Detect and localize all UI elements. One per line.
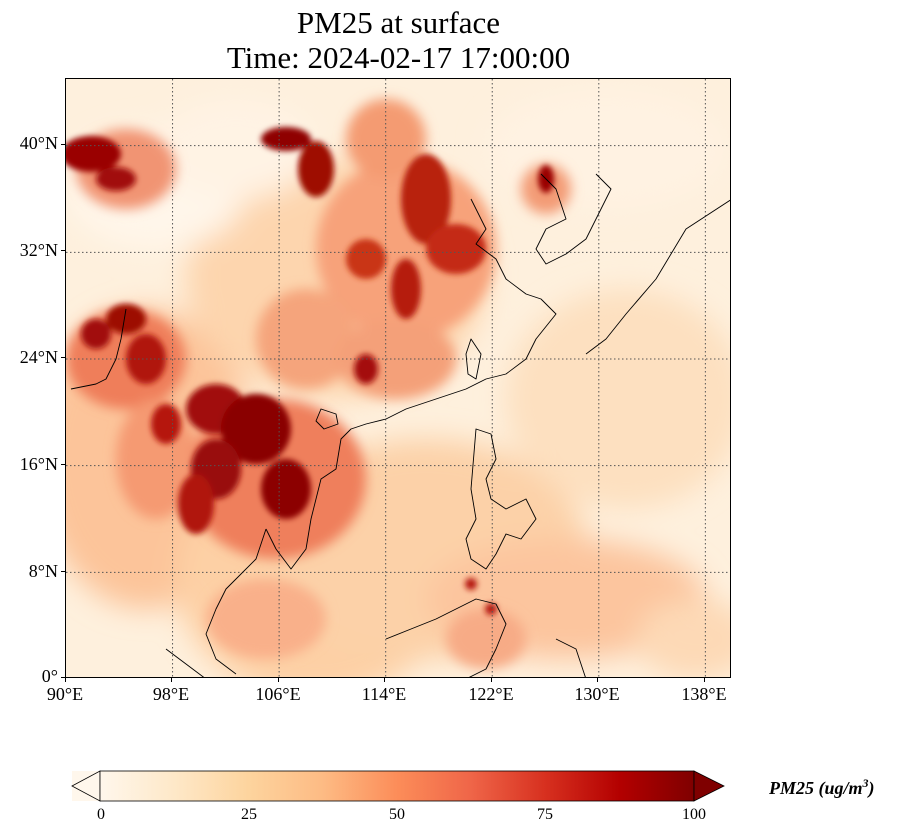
colorbar-label-exponent: 3 (862, 776, 869, 790)
lat-tick-mark (61, 464, 65, 465)
lat-tick-mark (61, 357, 65, 358)
lon-tick-label: 122°E (468, 684, 514, 704)
colorbar-tick: 0 (97, 806, 105, 823)
lon-tick-label: 106°E (255, 684, 301, 704)
lat-lon-gridlines (66, 79, 730, 677)
colorbar-tick: 75 (537, 806, 553, 823)
lon-tick-mark (597, 678, 598, 682)
lon-tick-label: 114°E (361, 684, 407, 704)
lon-tick-label: 98°E (152, 684, 190, 704)
pm25-map (66, 79, 730, 677)
lat-tick-label: 0° (41, 666, 58, 686)
taiwan (465, 338, 482, 380)
colorbar-max-arrow (693, 770, 725, 802)
korea-coast (535, 173, 612, 265)
map-panel[interactable] (65, 78, 731, 678)
china-vietnam-coast (265, 198, 557, 570)
philippines (465, 428, 537, 570)
colorbar-label-text: PM25 (ug/m (769, 778, 863, 798)
sumatra-coast (165, 648, 205, 677)
pm25-colorbar (71, 770, 725, 802)
lon-tick-label: 138°E (681, 684, 727, 704)
hainan (315, 408, 339, 430)
colorbar-tick: 25 (241, 806, 257, 823)
borneo-coast (385, 598, 507, 677)
lat-tick-label: 16°N (19, 454, 58, 474)
lon-tick-mark (278, 678, 279, 682)
lon-tick-mark (704, 678, 705, 682)
sulawesi-coast (555, 638, 586, 677)
lat-tick-mark (61, 677, 65, 678)
indochina-coast (205, 528, 267, 675)
colorbar-gradient (99, 770, 695, 802)
lat-tick-label: 24°N (19, 347, 58, 367)
map-title: PM25 at surface (296, 5, 501, 40)
lon-tick-mark (171, 678, 172, 682)
colorbar-tick: 100 (682, 806, 706, 823)
lon-tick-label: 130°E (574, 684, 620, 704)
lon-tick-mark (65, 678, 66, 682)
lat-tick-mark (61, 250, 65, 251)
lat-tick-mark (61, 144, 65, 145)
colorbar-label-close: ) (868, 778, 875, 798)
colorbar-label: PM25 (ug/m3) (769, 776, 875, 799)
lon-tick-label: 90°E (46, 684, 84, 704)
coastlines (70, 173, 730, 677)
map-subtitle-time: Time: 2024-02-17 17:00:00 (226, 40, 571, 75)
lon-tick-mark (384, 678, 385, 682)
lat-tick-label: 40°N (19, 133, 58, 153)
lat-tick-mark (61, 571, 65, 572)
bay-of-bengal-coast (70, 308, 127, 390)
lat-tick-label: 32°N (19, 240, 58, 260)
colorbar-tick: 50 (389, 806, 405, 823)
japan-coast (585, 199, 730, 355)
high-pm25-hotspots (66, 127, 554, 615)
lon-tick-mark (491, 678, 492, 682)
lat-tick-label: 8°N (28, 561, 58, 581)
